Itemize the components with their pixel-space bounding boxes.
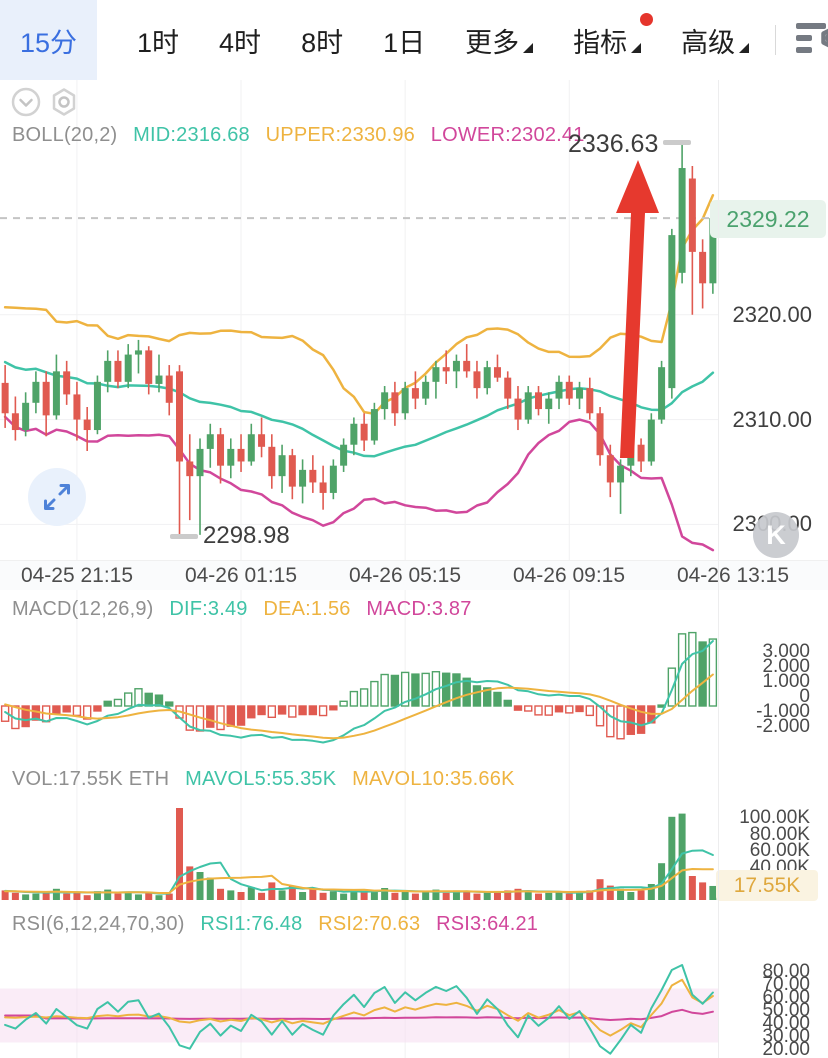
toolbar-divider: [775, 25, 777, 55]
macd-label: MACD(12,26,9): [12, 598, 154, 620]
chevron-down-icon: [523, 42, 534, 53]
macd-hist-value: MACD:3.87: [366, 598, 472, 620]
axis-divider: [718, 80, 719, 1058]
indicator-menu[interactable]: 指标: [573, 12, 654, 60]
interval-tab-4h[interactable]: 4时: [219, 27, 262, 58]
rsi3-value: RSI3:64.21: [436, 913, 539, 935]
chevron-down-icon: [631, 42, 642, 53]
chevron-down-icon: [739, 42, 750, 53]
interval-tab-15min[interactable]: 15分: [0, 0, 97, 80]
high-price-label: 2336.63: [568, 130, 659, 158]
boll-lower-value: LOWER:2302.41: [430, 124, 585, 146]
last-price-badge[interactable]: 2329.22: [710, 200, 826, 238]
chart-settings-button[interactable]: [792, 16, 828, 65]
more-menu[interactable]: 更多: [465, 21, 534, 60]
indicator-settings-icon[interactable]: [48, 86, 80, 118]
macd-plot[interactable]: [0, 590, 828, 765]
interval-toolbar: 15分 1时 4时 8时 1日 更多 指标 高级: [0, 0, 828, 81]
interval-tab-1d[interactable]: 1日: [383, 27, 426, 58]
rsi2-value: RSI2:70.63: [318, 913, 421, 935]
low-price-label: 2298.98: [203, 522, 290, 549]
candlestick-plot[interactable]: [0, 80, 828, 565]
advanced-menu[interactable]: 高级: [681, 21, 750, 60]
vol-label: VOL:17.55K ETH: [12, 768, 170, 790]
price-axis-tick: 2320.00: [732, 302, 812, 327]
boll-mid-value: MID:2316.68: [133, 124, 250, 146]
time-axis-tick: 04-26 13:15: [676, 564, 790, 587]
boll-label: BOLL(20,2): [12, 124, 118, 146]
volume-indicator-row: VOL:17.55K ETH MAVOL5:55.35K MAVOL10:35.…: [12, 768, 525, 791]
volume-plot[interactable]: [0, 760, 828, 910]
main-chart-panel: BOLL(20,2) MID:2316.68 UPPER:2330.96 LOW…: [0, 80, 828, 560]
time-axis-tick: 04-26 05:15: [348, 564, 462, 587]
price-axis-tick: 2310.00: [732, 407, 812, 432]
volume-axis-ticks: 100.00K 80.00K 60.00K 40.00K: [739, 807, 810, 878]
volume-panel: VOL:17.55K ETH MAVOL5:55.35K MAVOL10:35.…: [0, 760, 828, 916]
low-price-marker: [170, 534, 198, 539]
rsi-panel: RSI(6,12,24,70,30) RSI1:76.48 RSI2:70.63…: [0, 905, 828, 1058]
indicator-menu-label: 指标: [573, 27, 628, 58]
fullscreen-button[interactable]: [28, 468, 86, 526]
boll-indicator-row: BOLL(20,2) MID:2316.68 UPPER:2330.96 LOW…: [12, 124, 595, 147]
macd-dif-value: DIF:3.49: [169, 598, 248, 620]
current-volume-badge: 17.55K: [716, 870, 818, 901]
time-axis-tick: 04-26 01:15: [184, 564, 298, 587]
expand-arrows-icon: [44, 484, 70, 510]
macd-dea-value: DEA:1.56: [263, 598, 351, 620]
collapse-chevron-icon[interactable]: [10, 86, 42, 118]
chart-mini-controls: [10, 86, 80, 118]
mavol5-value: MAVOL5:55.35K: [185, 768, 337, 790]
time-axis: 04-25 21:15 04-26 01:15 04-26 05:15 04-2…: [0, 560, 828, 592]
notification-dot: [640, 12, 654, 26]
interval-tab-1h[interactable]: 1时: [137, 27, 180, 58]
rsi-indicator-row: RSI(6,12,24,70,30) RSI1:76.48 RSI2:70.63…: [12, 913, 548, 936]
list-gear-icon: [796, 22, 828, 53]
mavol10-value: MAVOL10:35.66K: [352, 768, 515, 790]
interval-tab-8h[interactable]: 8时: [301, 27, 344, 58]
macd-axis-ticks: 3.000 2.000 1.000 0 -1.000 -2.000: [756, 641, 810, 737]
rsi-axis-ticks: 80.00 70.00 60.00 50.00 40.00 30.00 20.00: [762, 961, 810, 1058]
broker-watermark: K: [753, 512, 799, 558]
high-price-marker: [663, 140, 691, 145]
macd-panel: MACD(12,26,9) DIF:3.49 DEA:1.56 MACD:3.8…: [0, 590, 828, 761]
advanced-menu-label: 高级: [681, 27, 736, 58]
boll-upper-value: UPPER:2330.96: [265, 124, 415, 146]
rsi-label: RSI(6,12,24,70,30): [12, 913, 185, 935]
rsi-plot[interactable]: [0, 905, 828, 1058]
time-axis-tick: 04-26 09:15: [512, 564, 626, 587]
more-menu-label: 更多: [465, 27, 520, 58]
rsi1-value: RSI1:76.48: [200, 913, 303, 935]
time-axis-tick: 04-25 21:15: [20, 564, 134, 587]
macd-indicator-row: MACD(12,26,9) DIF:3.49 DEA:1.56 MACD:3.8…: [12, 598, 482, 621]
